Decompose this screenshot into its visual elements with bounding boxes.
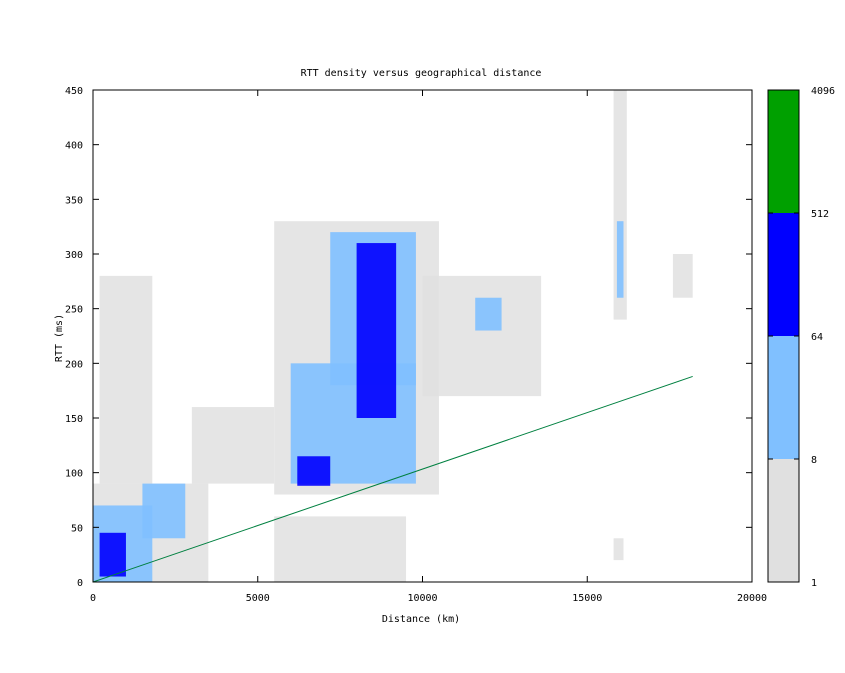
y-tick-label-300: 300 xyxy=(65,250,83,261)
density-cell-4 xyxy=(274,516,407,582)
density-cell-2 xyxy=(191,407,275,484)
density-cell-1 xyxy=(99,275,153,484)
x-axis-ticks: 0 5000 10000 15000 20000 xyxy=(90,90,767,604)
y-tick-label-200: 200 xyxy=(65,359,83,370)
colorbar: 1 8 64 512 4096 xyxy=(767,86,835,589)
density-cell-17 xyxy=(356,243,397,418)
chart-title: RTT density versus geographical distance xyxy=(301,68,542,79)
y-tick-label-400: 400 xyxy=(65,141,83,152)
y-tick-label-50: 50 xyxy=(71,523,83,534)
colorbar-label-4: 4096 xyxy=(811,86,835,97)
y-tick-label-150: 150 xyxy=(65,414,83,425)
density-cell-10 xyxy=(142,483,186,539)
x-tick-label-0: 0 xyxy=(90,593,96,604)
density-cell-5 xyxy=(422,275,542,397)
y-tick-label-100: 100 xyxy=(65,469,83,480)
colorbar-label-2: 64 xyxy=(811,332,823,343)
x-axis-label: Distance (km) xyxy=(382,614,460,625)
density-cell-7 xyxy=(613,538,624,561)
x-tick-label-10000: 10000 xyxy=(407,593,437,604)
y-axis-ticks: 0 50 100 150 200 250 300 350 400 450 xyxy=(65,86,752,589)
density-cell-16 xyxy=(297,456,331,486)
colorbar-label-1: 8 xyxy=(811,455,817,466)
y-tick-label-250: 250 xyxy=(65,305,83,316)
colorbar-label-0: 1 xyxy=(811,578,817,589)
colorbar-segment-0 xyxy=(768,459,799,582)
density-cell-8 xyxy=(672,254,693,298)
density-cell-15 xyxy=(99,532,126,577)
y-tick-label-350: 350 xyxy=(65,195,83,206)
colorbar-label-3: 512 xyxy=(811,209,829,220)
y-tick-label-450: 450 xyxy=(65,86,83,97)
heatmap-cells xyxy=(93,90,693,582)
colorbar-segment-2 xyxy=(768,213,799,336)
colorbar-segment-3 xyxy=(768,90,799,213)
x-tick-label-20000: 20000 xyxy=(737,593,767,604)
density-cell-13 xyxy=(616,221,624,298)
reference-line-group xyxy=(92,375,693,583)
x-tick-label-15000: 15000 xyxy=(572,593,602,604)
x-tick-label-5000: 5000 xyxy=(246,593,270,604)
y-axis-label: RTT (ms) xyxy=(54,314,65,362)
reference-line xyxy=(92,375,693,583)
colorbar-segment-1 xyxy=(768,336,799,459)
y-tick-label-0: 0 xyxy=(77,578,83,589)
density-cell-14 xyxy=(475,297,502,331)
